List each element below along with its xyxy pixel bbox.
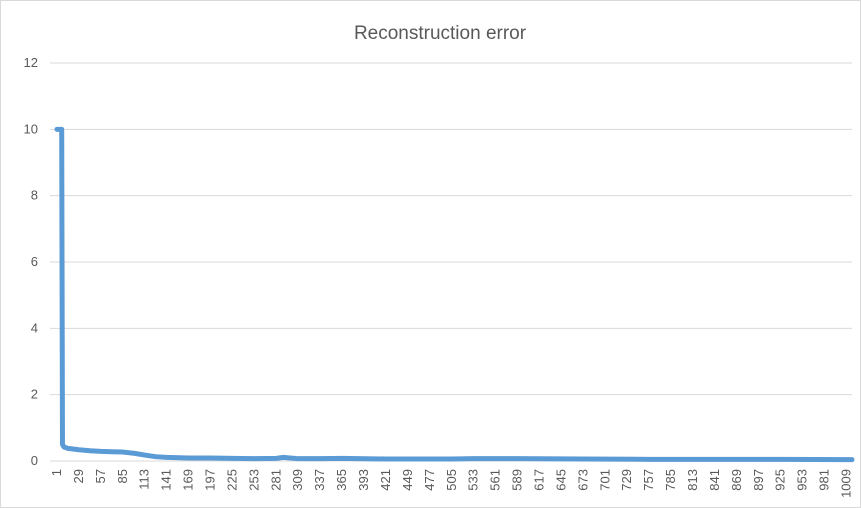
x-tick-label: 953 <box>795 469 810 491</box>
x-tick-label: 85 <box>115 469 130 483</box>
x-tick-label: 337 <box>312 469 327 491</box>
x-tick-label: 645 <box>553 469 568 491</box>
x-tick-label: 225 <box>224 469 239 491</box>
x-tick-label: 1009 <box>839 469 854 498</box>
x-tick-label: 813 <box>685 469 700 491</box>
x-tick-label: 253 <box>246 469 261 491</box>
y-tick-label: 4 <box>31 320 38 335</box>
x-tick-label: 197 <box>203 469 218 491</box>
x-tick-label: 505 <box>444 469 459 491</box>
x-tick-label: 113 <box>137 469 152 490</box>
x-tick-label: 617 <box>531 469 546 491</box>
x-tick-label: 281 <box>268 469 283 491</box>
x-tick-label: 365 <box>334 469 349 491</box>
y-tick-label: 2 <box>31 387 38 402</box>
y-tick-label: 8 <box>31 188 38 203</box>
x-tick-label: 169 <box>181 469 196 491</box>
x-tick-label: 477 <box>422 469 437 491</box>
x-tick-label: 561 <box>488 469 503 491</box>
x-tick-label: 981 <box>817 469 832 491</box>
x-tick-label: 449 <box>400 469 415 491</box>
x-tick-label: 841 <box>707 469 722 491</box>
y-tick-label: 10 <box>24 121 38 136</box>
x-tick-label: 309 <box>290 469 305 491</box>
x-tick-label: 785 <box>663 469 678 491</box>
data-line <box>54 126 855 463</box>
x-tick-label: 701 <box>597 469 612 491</box>
x-tick-label: 29 <box>71 469 86 483</box>
x-tick-label: 589 <box>510 469 525 491</box>
y-tick-label: 0 <box>31 453 38 468</box>
x-tick-label: 925 <box>773 469 788 491</box>
x-tick-label: 729 <box>619 469 634 491</box>
x-tick-label: 57 <box>93 469 108 483</box>
x-tick-label: 141 <box>159 469 174 491</box>
x-tick-label: 533 <box>466 469 481 491</box>
x-tick-label: 757 <box>641 469 656 491</box>
x-tick-label: 673 <box>575 469 590 491</box>
x-tick-label: 421 <box>378 469 393 491</box>
x-tick-label: 897 <box>751 469 766 491</box>
y-tick-label: 12 <box>24 55 38 70</box>
chart-title: Reconstruction error <box>354 23 527 44</box>
y-tick-label: 6 <box>31 254 38 269</box>
x-tick-label: 869 <box>729 469 744 491</box>
x-tick-label: 393 <box>356 469 371 491</box>
x-tick-label: 1 <box>49 469 64 476</box>
